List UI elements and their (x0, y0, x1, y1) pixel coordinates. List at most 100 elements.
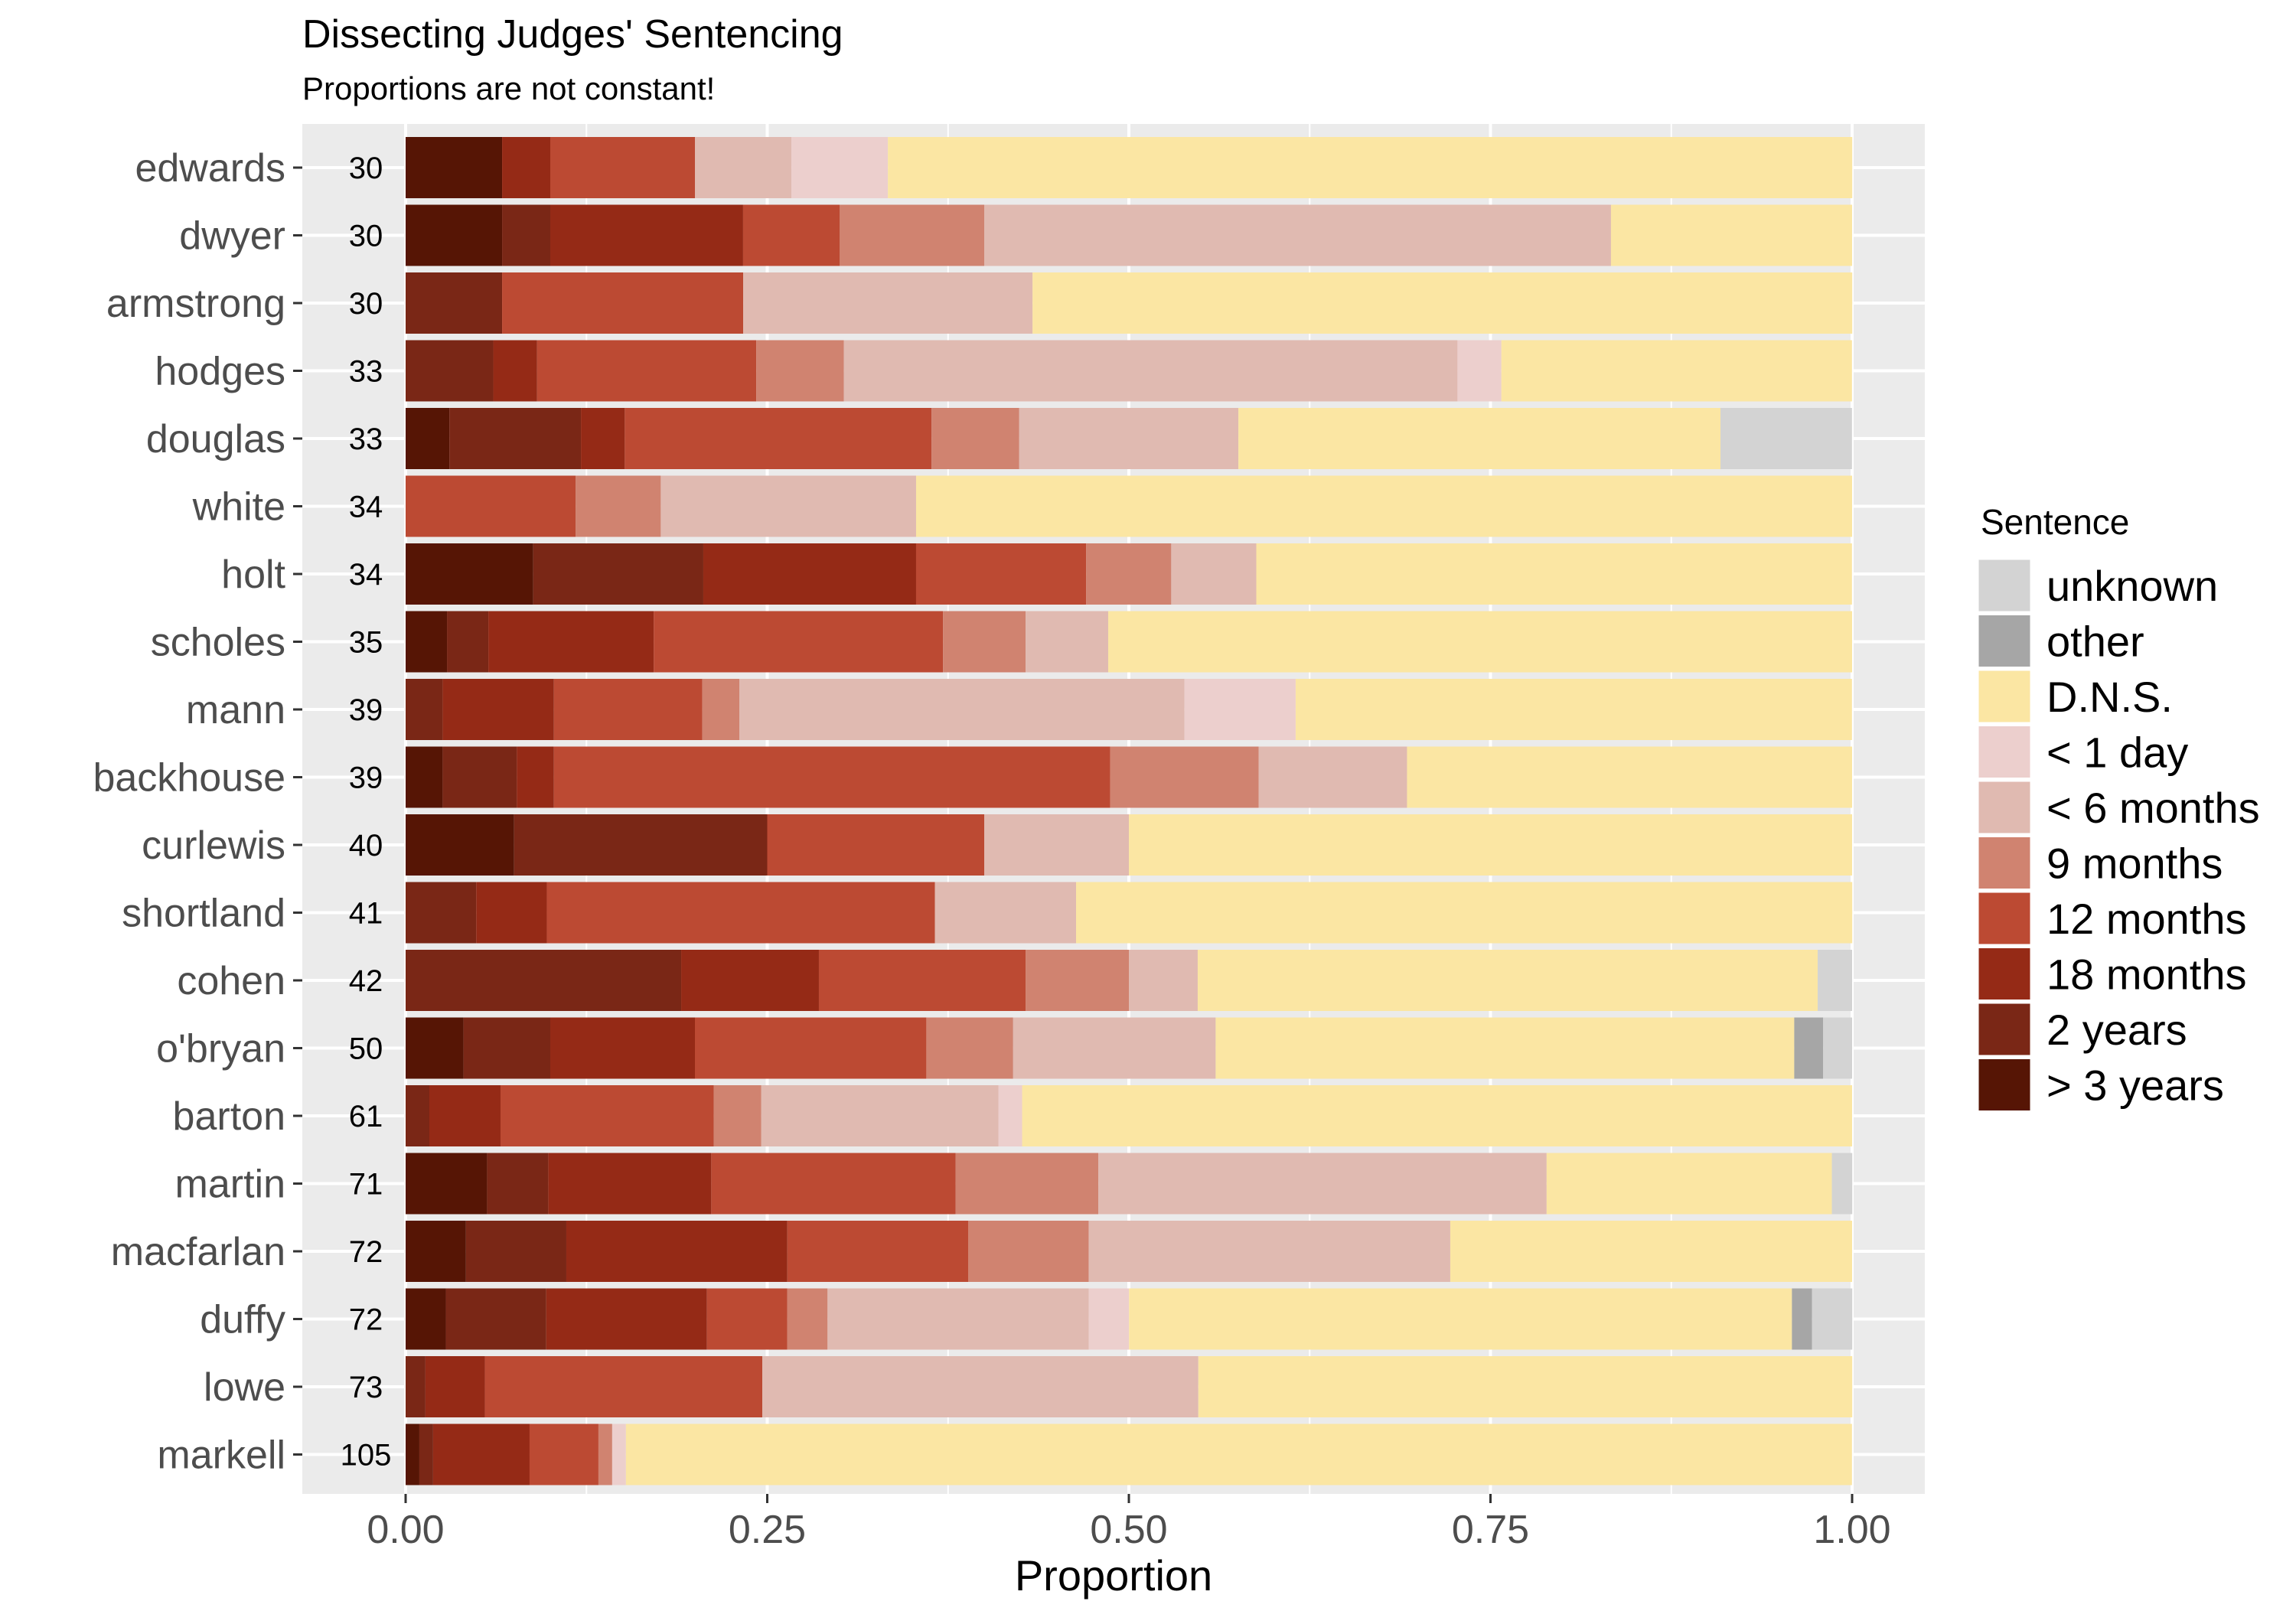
bar-segment (406, 1085, 429, 1146)
bar-segment (581, 408, 625, 469)
bar-segment (702, 679, 740, 740)
bar-segment (1792, 1288, 1812, 1350)
judge-label: holt (221, 553, 285, 597)
bar-segment (1238, 408, 1721, 469)
bar-segment (406, 950, 682, 1011)
bar-segment (915, 475, 1852, 537)
legend-title: Sentence (1981, 502, 2129, 542)
bar-segment (742, 204, 840, 266)
bar-segment (743, 272, 1033, 334)
bar-segment (517, 746, 554, 808)
x-tick-label: 1.00 (1813, 1508, 1890, 1552)
count-label: 50 (349, 1032, 383, 1066)
bar-segment (406, 1423, 419, 1485)
bar-segment (1831, 1153, 1853, 1215)
judge-label: cohen (177, 959, 285, 1003)
bar-segment (487, 1153, 549, 1215)
bar-segment (550, 137, 695, 198)
bar-segment (1823, 1017, 1852, 1079)
legend-label: 12 months (2047, 895, 2247, 943)
legend-key (1976, 835, 2033, 891)
bar-segment (1086, 543, 1172, 605)
bar-segment (791, 137, 889, 198)
bar-segment (654, 611, 944, 673)
bar-segment (761, 1085, 999, 1146)
bar-segment (484, 1356, 763, 1417)
judge-label: macfarlan (111, 1230, 285, 1274)
judge-label: white (192, 485, 285, 530)
judge-label: martin (175, 1163, 285, 1207)
bar-segment (406, 340, 494, 402)
bar-segment (406, 408, 450, 469)
bar-segment (1407, 746, 1852, 808)
bar-segment (476, 882, 547, 944)
judge-label: duffy (200, 1298, 285, 1342)
bar-segment (612, 1423, 626, 1485)
bar-segment (502, 204, 550, 266)
count-label: 35 (349, 626, 383, 660)
bar-segment (1022, 1085, 1852, 1146)
bar-segment (1110, 746, 1259, 808)
bar-segment (1184, 679, 1296, 740)
judge-label: shortland (122, 892, 285, 936)
bar-segment (493, 340, 537, 402)
bar-segment (566, 1221, 788, 1282)
bar-segment (888, 137, 1853, 198)
legend-key (1976, 557, 2033, 614)
x-tick-label: 0.00 (367, 1508, 444, 1552)
count-label: 42 (349, 964, 383, 998)
bar-segment (406, 137, 503, 198)
bar-segment (756, 340, 844, 402)
judge-label: barton (173, 1094, 285, 1139)
x-axis-title: Proportion (1015, 1551, 1212, 1600)
bar-segment (406, 882, 477, 944)
legend-key (1976, 668, 2033, 725)
legend-key (1976, 613, 2033, 669)
bar-segment (1812, 1288, 1853, 1350)
count-label: 34 (349, 558, 383, 592)
bar-segment (926, 1017, 1013, 1079)
bar-segment (984, 204, 1611, 266)
bar-segment (553, 679, 703, 740)
count-label: 39 (349, 761, 383, 795)
bar-segment (818, 950, 1026, 1011)
bar-segment (598, 1423, 612, 1485)
bar-segment (463, 1017, 550, 1079)
bar-segment (1450, 1221, 1852, 1282)
legend-key (1976, 1001, 2033, 1058)
legend-label: D.N.S. (2047, 673, 2173, 721)
bar-segment (840, 204, 984, 266)
bar-segment (1295, 679, 1852, 740)
bar-segment (488, 611, 654, 673)
bar-segment (406, 679, 443, 740)
bar-segment (1129, 950, 1198, 1011)
bar-segment (406, 204, 503, 266)
bar-segment (660, 475, 916, 537)
bar-segment (1129, 814, 1852, 876)
judge-label: o'bryan (156, 1027, 285, 1071)
bar-segment (1026, 611, 1108, 673)
bar-segment (406, 611, 448, 673)
bar-segment (406, 1153, 488, 1215)
bar-segment (1098, 1153, 1547, 1215)
bar-segment (1610, 204, 1852, 266)
judge-label: armstrong (106, 282, 285, 326)
bar-segment (681, 950, 819, 1011)
bar-segment (1026, 950, 1129, 1011)
bar-segment (1215, 1017, 1795, 1079)
bars (406, 137, 1853, 1485)
bar-segment (406, 1017, 464, 1079)
bar-segment (546, 882, 935, 944)
bar-segment (955, 1153, 1099, 1215)
bar-segment (500, 1085, 714, 1146)
count-label: 30 (349, 287, 383, 321)
judge-label: curlewis (142, 823, 285, 868)
bar-segment (432, 1423, 530, 1485)
bar-segment (536, 340, 757, 402)
bar-segment (915, 543, 1087, 605)
count-label: 40 (349, 829, 383, 863)
bar-segment (1198, 1356, 1853, 1417)
judge-label: mann (186, 688, 285, 732)
bar-segment (406, 475, 576, 537)
bar-segment (406, 1356, 426, 1417)
